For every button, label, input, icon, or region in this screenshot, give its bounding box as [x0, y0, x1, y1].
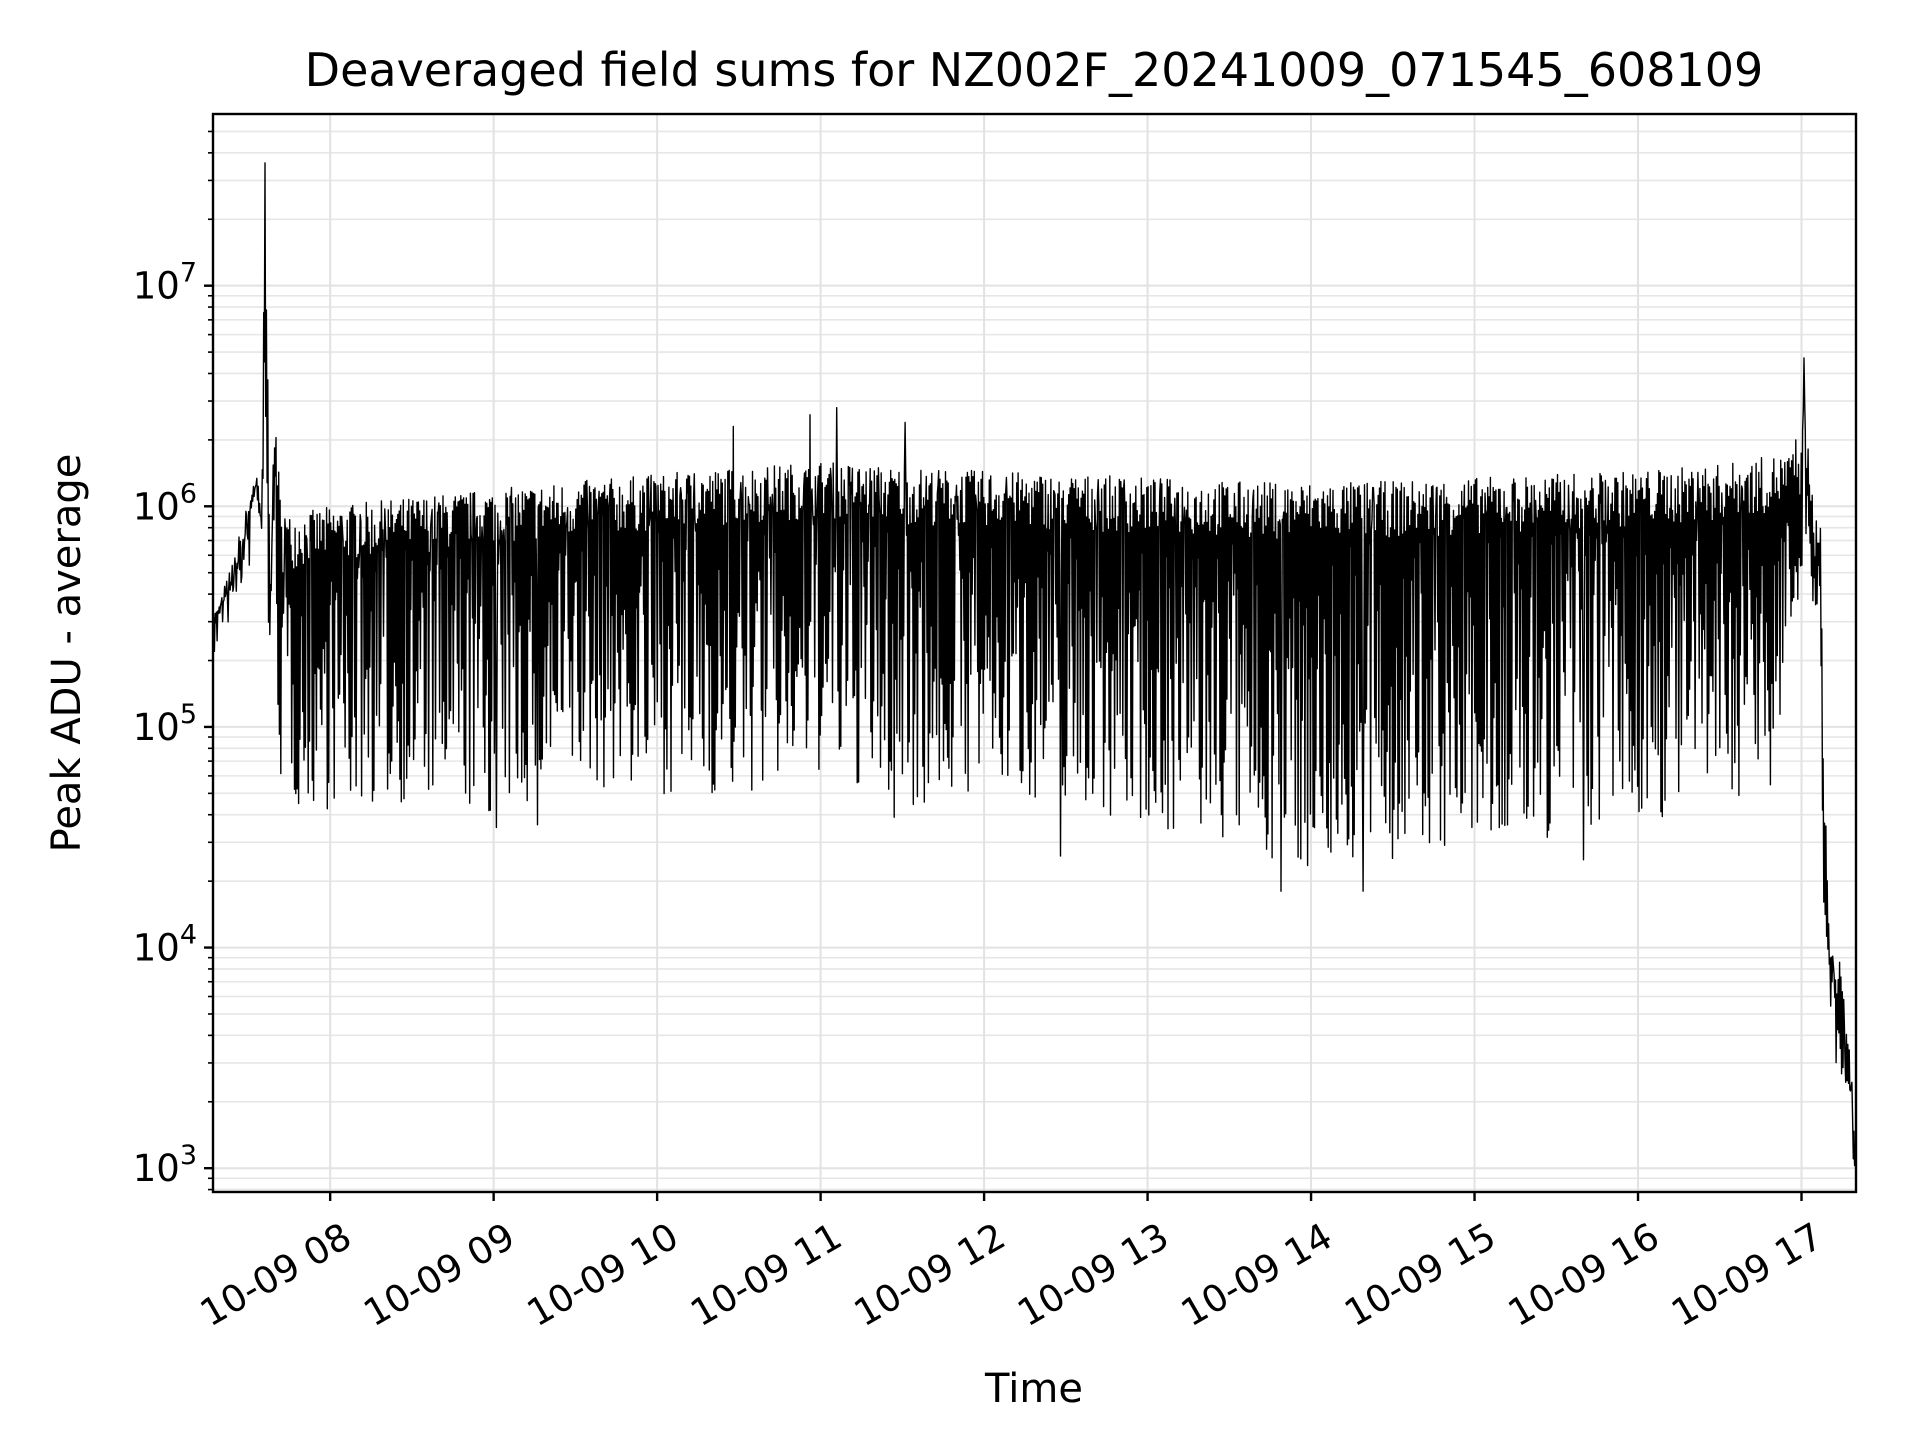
chart-title: Deaveraged field sums for NZ002F_2024100… [305, 43, 1764, 97]
x-tick-label: 10-09 17 [1664, 1215, 1830, 1335]
x-tick-label: 10-09 14 [1174, 1215, 1340, 1335]
y-tick-label-exponent: 6 [180, 478, 197, 509]
ticks [204, 130, 1803, 1201]
y-tick-label: 105 [133, 699, 197, 749]
y-tick-label-exponent: 4 [180, 920, 197, 951]
x-tick-label: 10-09 13 [1010, 1215, 1176, 1335]
x-tick-label: 10-09 12 [847, 1215, 1013, 1335]
x-tick-label: 10-09 09 [356, 1215, 522, 1335]
y-tick-label-base: 10 [133, 1147, 180, 1190]
x-tick-label: 10-09 08 [193, 1215, 359, 1335]
x-axis-label: Time [984, 1366, 1083, 1412]
y-tick-label: 106 [133, 478, 197, 528]
x-tick-label: 10-09 11 [683, 1215, 849, 1335]
y-tick-label-exponent: 3 [180, 1140, 197, 1171]
y-tick-label-exponent: 5 [180, 699, 197, 730]
y-tick-label: 107 [133, 258, 197, 308]
y-tick-label-base: 10 [133, 706, 180, 749]
y-tick-label-base: 10 [133, 265, 180, 308]
x-tick-label: 10-09 16 [1501, 1215, 1667, 1335]
x-tick-label: 10-09 10 [520, 1215, 686, 1335]
y-tick-label-base: 10 [133, 485, 180, 528]
y-tick-label-base: 10 [133, 927, 180, 970]
y-tick-label-exponent: 7 [180, 258, 197, 289]
y-axis-label: Peak ADU - average [44, 454, 90, 853]
y-tick-label: 104 [133, 920, 197, 970]
data-line [212, 162, 1857, 1182]
series-line [212, 162, 1857, 1182]
x-tick-label: 10-09 15 [1337, 1215, 1503, 1335]
y-tick-label: 103 [133, 1140, 197, 1190]
plot-frame [211, 112, 1858, 1194]
